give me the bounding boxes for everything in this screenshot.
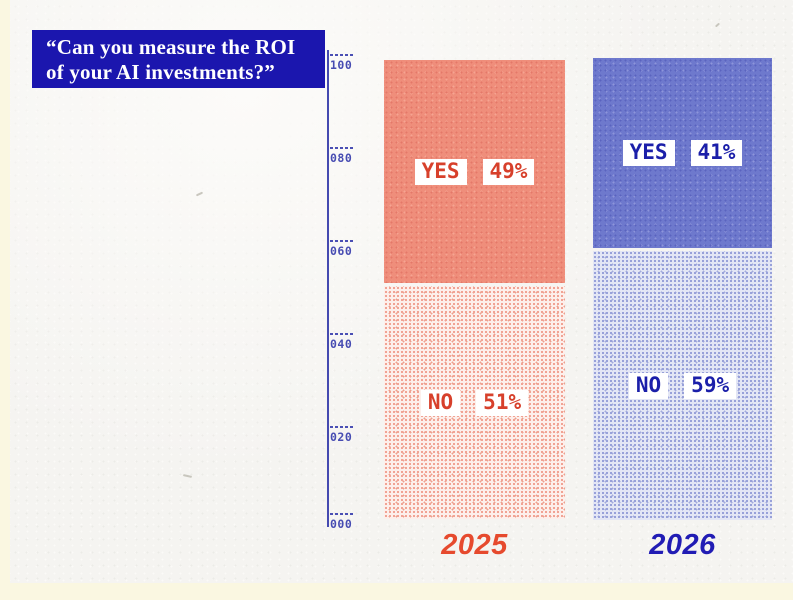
segment-label-row: NO 51% (420, 389, 529, 416)
year-label-2026: 2026 (649, 529, 716, 561)
tick-label: 060 (330, 244, 353, 258)
answer-label: NO (420, 389, 461, 416)
y-tick-080: 080 (330, 147, 370, 165)
tick-dash (330, 240, 353, 242)
question-box: “Can you measure the ROI of your AI inve… (32, 30, 325, 88)
segment-label-row: YES 49% (414, 158, 535, 185)
tick-dash (330, 54, 353, 56)
bar-2026-segment-yes: YES 41% (593, 58, 772, 248)
tick-dash (330, 147, 353, 149)
y-axis-line (327, 50, 329, 527)
tick-label: 100 (330, 58, 353, 72)
tick-dash (330, 426, 353, 428)
answer-label: YES (414, 158, 467, 185)
tick-dash (330, 513, 353, 515)
bar-2025-segment-no: NO 51% (384, 286, 565, 519)
y-tick-020: 020 (330, 426, 370, 444)
value-label: 49% (482, 158, 535, 185)
value-label: 41% (690, 140, 743, 166)
year-label-2025: 2025 (441, 529, 508, 561)
y-tick-100: 100 (330, 54, 370, 72)
answer-label: YES (622, 140, 675, 166)
question-line-1: “Can you measure the ROI (46, 35, 296, 59)
tick-label: 040 (330, 337, 353, 351)
value-label: 51% (476, 389, 529, 416)
segment-label-row: NO 59% (628, 372, 737, 399)
segment-label-row: YES 41% (622, 140, 743, 166)
y-tick-040: 040 (330, 333, 370, 351)
tick-label: 080 (330, 151, 353, 165)
bar-2025-segment-yes: YES 49% (384, 60, 565, 283)
question-line-2: of your AI investments?” (46, 60, 276, 84)
tick-label: 000 (330, 517, 353, 531)
tick-dash (330, 333, 353, 335)
tick-label: 020 (330, 430, 353, 444)
value-label: 59% (684, 372, 737, 399)
y-tick-000: 000 (330, 513, 370, 531)
y-tick-060: 060 (330, 240, 370, 258)
answer-label: NO (628, 372, 669, 399)
bar-2026-segment-no: NO 59% (593, 251, 772, 520)
